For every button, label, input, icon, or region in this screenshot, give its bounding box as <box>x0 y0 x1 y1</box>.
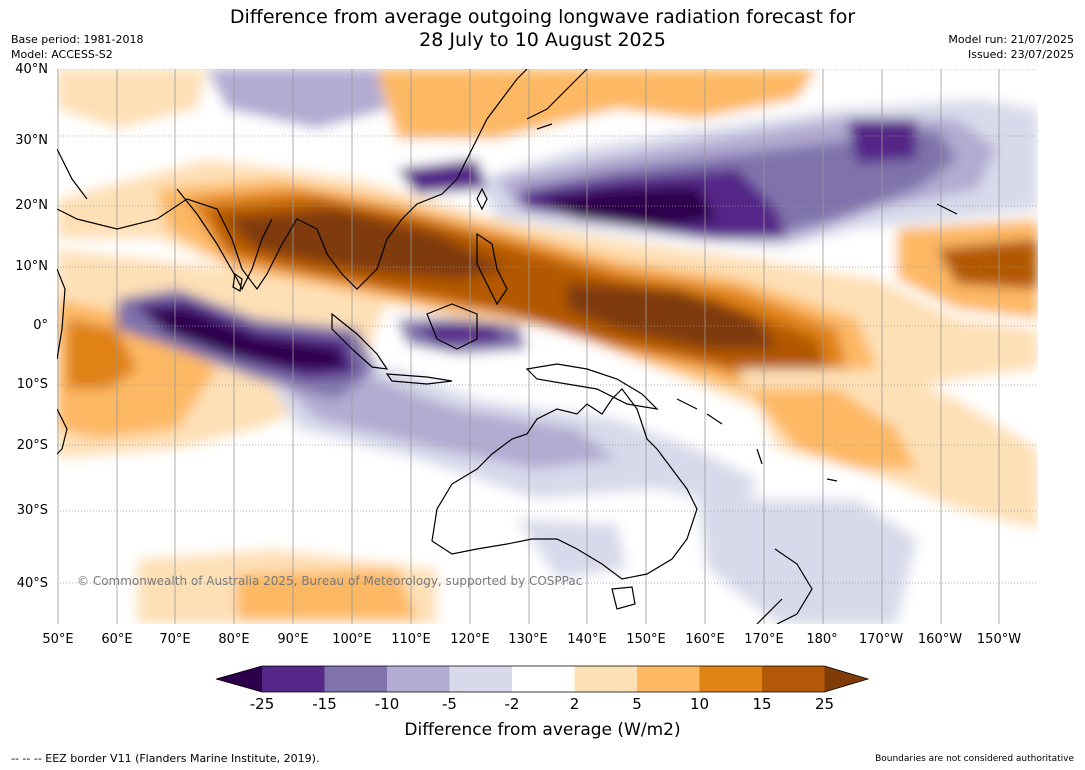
model-run-text: Model run: 21/07/2025 <box>948 33 1074 46</box>
hawaii-islands <box>936 203 958 215</box>
philippines-coastline <box>476 232 508 306</box>
lon-label-50e: 50°E <box>42 632 74 647</box>
lon-label-110e: 110°E <box>391 632 431 647</box>
lat-label-30n: 30°N <box>15 133 48 148</box>
arabia-coastline <box>57 148 88 200</box>
lon-label-90e: 90°E <box>277 632 309 647</box>
lon-label-160e: 160°E <box>685 632 725 647</box>
colorbar-bin <box>762 666 825 692</box>
java-coastline <box>385 373 453 385</box>
vanuatu-islands <box>756 448 763 465</box>
sumatra-coastline <box>331 312 389 370</box>
new-zealand-coastline <box>756 548 813 624</box>
colorbar-tick: -2 <box>504 695 520 713</box>
india-coastline <box>176 188 273 291</box>
lon-label-170e: 170°E <box>744 632 784 647</box>
lon-label-180: 180° <box>806 632 838 647</box>
coastlines <box>57 69 958 624</box>
lat-label-40s: 40°S <box>16 576 48 591</box>
lon-label-140e: 140°E <box>567 632 607 647</box>
tasmania-coastline <box>611 586 636 610</box>
copyright-notice: © Commonwealth of Australia 2025, Bureau… <box>77 574 583 588</box>
lon-label-80e: 80°E <box>218 632 250 647</box>
lon-label-60e: 60°E <box>101 632 133 647</box>
lat-label-10s: 10°S <box>16 377 48 392</box>
solomon-islands <box>676 398 723 425</box>
colorbar-extend-high <box>824 666 868 692</box>
lon-label-170w: 170°W <box>858 632 904 647</box>
lat-label-20s: 20°S <box>16 438 48 453</box>
new-guinea-coastline <box>525 363 659 410</box>
colorbar-bin <box>387 666 450 692</box>
colorbar-bin <box>262 666 325 692</box>
lat-label-30s: 30°S <box>16 503 48 518</box>
lon-label-70e: 70°E <box>159 632 191 647</box>
lon-label-120e: 120°E <box>450 632 490 647</box>
colorbar-tick: 2 <box>569 695 580 713</box>
colorbar-tick: 5 <box>632 695 642 713</box>
graticule <box>57 69 1038 624</box>
colorbar-bin <box>512 666 575 692</box>
colorbar-extend-low <box>216 666 262 692</box>
lon-label-160w: 160°W <box>917 632 963 647</box>
colorbar <box>216 665 870 693</box>
lon-label-150w: 150°W <box>976 632 1022 647</box>
fiji-islands <box>826 478 838 482</box>
colorbar-tick: -10 <box>374 695 400 713</box>
sri-lanka-coastline <box>232 272 243 292</box>
lon-label-150e: 150°E <box>626 632 666 647</box>
colorbar-label: Difference from average (W/m2) <box>404 720 681 740</box>
japan-coastline <box>526 69 588 130</box>
colorbar-tick: -5 <box>442 695 457 713</box>
lon-label-130e: 130°E <box>508 632 548 647</box>
colorbar-bin <box>324 666 387 692</box>
colorbar-bin <box>449 666 512 692</box>
colorbar-tick: -15 <box>312 695 337 713</box>
base-period-text: Base period: 1981-2018 <box>11 33 144 46</box>
eez-border-note: -- -- -- EEZ border V11 (Flanders Marine… <box>11 752 320 765</box>
map-title-line2: 28 July to 10 August 2025 <box>419 29 666 51</box>
lat-label-10n: 10°N <box>15 259 48 274</box>
boundaries-disclaimer: Boundaries are not considered authoritat… <box>875 754 1074 764</box>
colorbar-tick: 10 <box>689 695 710 713</box>
colorbar-tick: 25 <box>814 695 835 713</box>
colorbar-bin <box>699 666 762 692</box>
borneo-coastline <box>426 303 478 350</box>
colorbar-bin <box>574 666 637 692</box>
issued-text: Issued: 23/07/2025 <box>967 48 1074 61</box>
lat-label-0: 0° <box>33 318 48 333</box>
colorbar-tick: 15 <box>752 695 772 713</box>
colorbar-bin <box>637 666 700 692</box>
africa-coastline <box>57 268 66 360</box>
map-title-line1: Difference from average outgoing longwav… <box>229 6 856 28</box>
asia-coastline <box>57 69 528 291</box>
australia-coastline <box>431 388 698 580</box>
olr-anomaly-map <box>57 69 1038 624</box>
anomaly-field <box>57 69 1038 624</box>
madagascar-coastline <box>57 408 68 455</box>
lat-label-40n: 40°N <box>15 62 48 77</box>
lon-label-100e: 100°E <box>332 632 372 647</box>
colorbar-tick: -25 <box>249 695 275 713</box>
model-text: Model: ACCESS-S2 <box>11 48 113 61</box>
lat-label-20n: 20°N <box>15 198 48 213</box>
taiwan-coastline <box>476 187 488 211</box>
